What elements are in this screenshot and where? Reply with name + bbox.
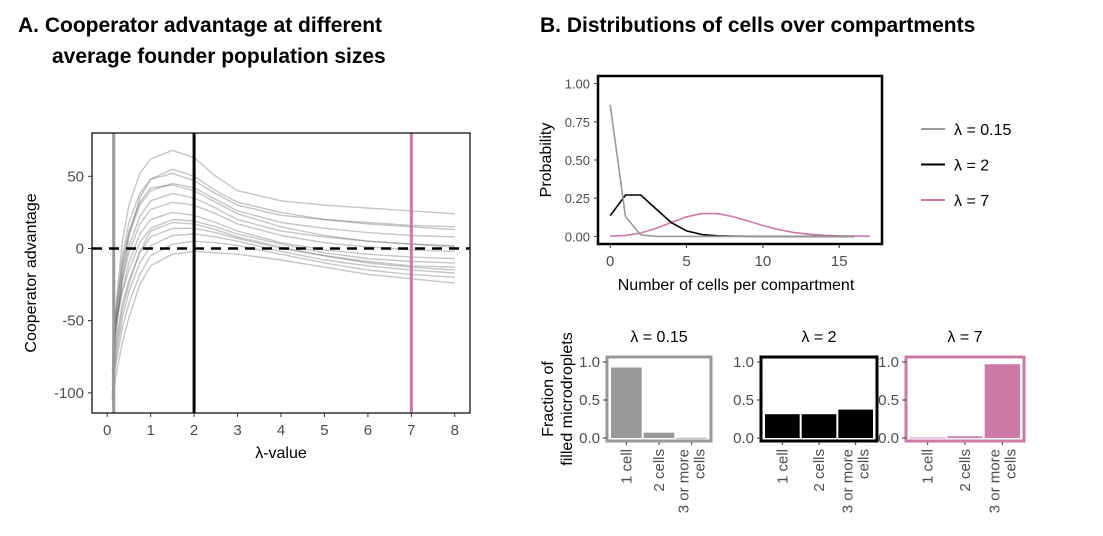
simulation-curve-12 bbox=[111, 168, 455, 393]
x-tick-label: 4 bbox=[277, 422, 285, 439]
series-line-0.15 bbox=[609, 104, 855, 238]
bar-panel-1: λ = 0.15 1 cell 2 cells 3 or more cells 0.0 0.… bbox=[579, 329, 713, 513]
bar-ylabel-line1: Fraction of bbox=[540, 361, 557, 437]
bar-1-cell bbox=[611, 367, 642, 438]
x-tick-label: 3 or more bbox=[986, 449, 1003, 513]
bar-2-cells bbox=[947, 436, 983, 438]
y-tick-label: 0.0 bbox=[733, 430, 754, 447]
y-tick-label: -100 bbox=[54, 385, 84, 402]
simulation-curve-8 bbox=[111, 227, 455, 379]
y-tick-label: 0.5 bbox=[878, 392, 899, 409]
bar-1-cell bbox=[765, 414, 800, 438]
bar-3-or-more-cells bbox=[676, 437, 707, 439]
x-axis-label: Number of cells per compartment bbox=[618, 277, 855, 294]
bar-panel-3: λ = 7 1 cell 2 cells 3 or more cells 0.0 0.5 1.… bbox=[878, 329, 1026, 513]
simulation-curve-1 bbox=[111, 149, 455, 401]
bar-1-cell bbox=[910, 437, 946, 439]
x-tick-label: 0 bbox=[103, 422, 111, 439]
bar-3-or-more-cells bbox=[838, 409, 873, 438]
y-tick-label: 1.0 bbox=[733, 354, 754, 371]
x-tick-label: cells bbox=[1002, 449, 1019, 479]
x-tick-label: 15 bbox=[831, 253, 848, 270]
legend-label: λ = 7 bbox=[954, 193, 989, 210]
y-tick-label: 0.50 bbox=[565, 153, 590, 168]
panel-b-title: B. Distributions of cells over compartme… bbox=[540, 14, 975, 37]
y-tick-label: 50 bbox=[67, 168, 84, 185]
y-tick-label: 1.0 bbox=[579, 354, 600, 371]
y-axis-label: Probability bbox=[538, 123, 555, 198]
simulation-curve-9 bbox=[111, 233, 455, 393]
x-tick-label: 1 cell bbox=[774, 449, 791, 484]
x-tick-label: cells bbox=[692, 449, 709, 479]
panel-a-title-line2: average founder population sizes bbox=[52, 45, 386, 68]
x-tick-label: 2 cells bbox=[957, 449, 974, 492]
bar-panel-2: λ = 2 1 cell 2 cells 3 or more cells 0.0 0.5 1.… bbox=[733, 329, 879, 513]
x-tick-label: 6 bbox=[364, 422, 372, 439]
bar-ylabel-line2: filled microdroplets bbox=[559, 332, 576, 465]
x-tick-label: 3 or more bbox=[840, 449, 857, 513]
bar-panel-title: λ = 7 bbox=[947, 329, 982, 346]
simulation-curve-4 bbox=[111, 192, 455, 372]
y-tick-label: 0.0 bbox=[878, 430, 899, 447]
y-tick-label: 0 bbox=[76, 240, 84, 257]
x-tick-label: 2 cells bbox=[811, 449, 828, 492]
x-tick-label: 3 or more bbox=[676, 449, 693, 513]
x-tick-label: 2 cells bbox=[651, 449, 668, 492]
x-tick-label: cells bbox=[856, 449, 873, 479]
y-tick-label: 1.00 bbox=[565, 77, 590, 92]
x-tick-label: 5 bbox=[320, 422, 328, 439]
y-tick-label: 0.0 bbox=[579, 430, 600, 447]
y-tick-label: 0.25 bbox=[565, 191, 590, 206]
y-tick-label: 0.75 bbox=[565, 115, 590, 130]
plot-border bbox=[91, 132, 471, 414]
x-tick-label: 7 bbox=[407, 422, 415, 439]
legend-label: λ = 2 bbox=[954, 158, 989, 175]
x-tick-label: 0 bbox=[606, 253, 614, 270]
x-tick-label: 8 bbox=[451, 422, 459, 439]
bar-panel-title: λ = 2 bbox=[801, 329, 836, 346]
y-tick-label: 0.5 bbox=[579, 392, 600, 409]
bar-3-or-more-cells bbox=[984, 364, 1020, 438]
x-axis-label: λ-value bbox=[255, 445, 307, 462]
y-tick-label: 1.0 bbox=[878, 354, 899, 371]
panel-a-chart: 0 1 2 3 4 5 6 7 8 -100 -50 0 50 λ-value Cooperator adv… bbox=[23, 132, 471, 462]
simulation-curve-11 bbox=[111, 250, 455, 408]
bar-2-cells bbox=[801, 414, 837, 438]
panel-b-distribution-chart: 0 5 10 15 0.00 0.25 0.50 0.75 1.00 Number of cell… bbox=[538, 74, 1011, 294]
x-tick-label: 1 cell bbox=[920, 449, 937, 484]
simulation-curve-6 bbox=[111, 211, 455, 357]
panel-a-title-line1: A. Cooperator advantage at different bbox=[18, 14, 382, 37]
simulation-curve-10 bbox=[111, 240, 455, 386]
bar-2-cells bbox=[643, 432, 675, 438]
y-tick-label: -50 bbox=[62, 313, 84, 330]
legend-label: λ = 0.15 bbox=[954, 122, 1011, 139]
panel-border bbox=[904, 355, 1026, 443]
panel-border bbox=[759, 355, 879, 443]
y-axis-label: Cooperator advantage bbox=[23, 193, 40, 352]
bar-panel-title: λ = 0.15 bbox=[630, 329, 687, 346]
y-tick-label: 0.00 bbox=[565, 229, 590, 244]
x-tick-label: 3 bbox=[233, 422, 241, 439]
x-tick-label: 1 bbox=[146, 422, 154, 439]
x-tick-label: 10 bbox=[755, 253, 772, 270]
y-tick-label: 0.5 bbox=[733, 392, 754, 409]
panel-b-bar-charts: λ = 0.151 cell 2 cells 3 or more cells0.00.… bbox=[579, 329, 1026, 513]
panel-border bbox=[605, 355, 713, 443]
x-tick-label: 5 bbox=[682, 253, 690, 270]
series-line-7 bbox=[610, 212, 870, 238]
x-tick-label: 1 cell bbox=[618, 449, 635, 484]
x-tick-label: 2 bbox=[190, 422, 198, 439]
